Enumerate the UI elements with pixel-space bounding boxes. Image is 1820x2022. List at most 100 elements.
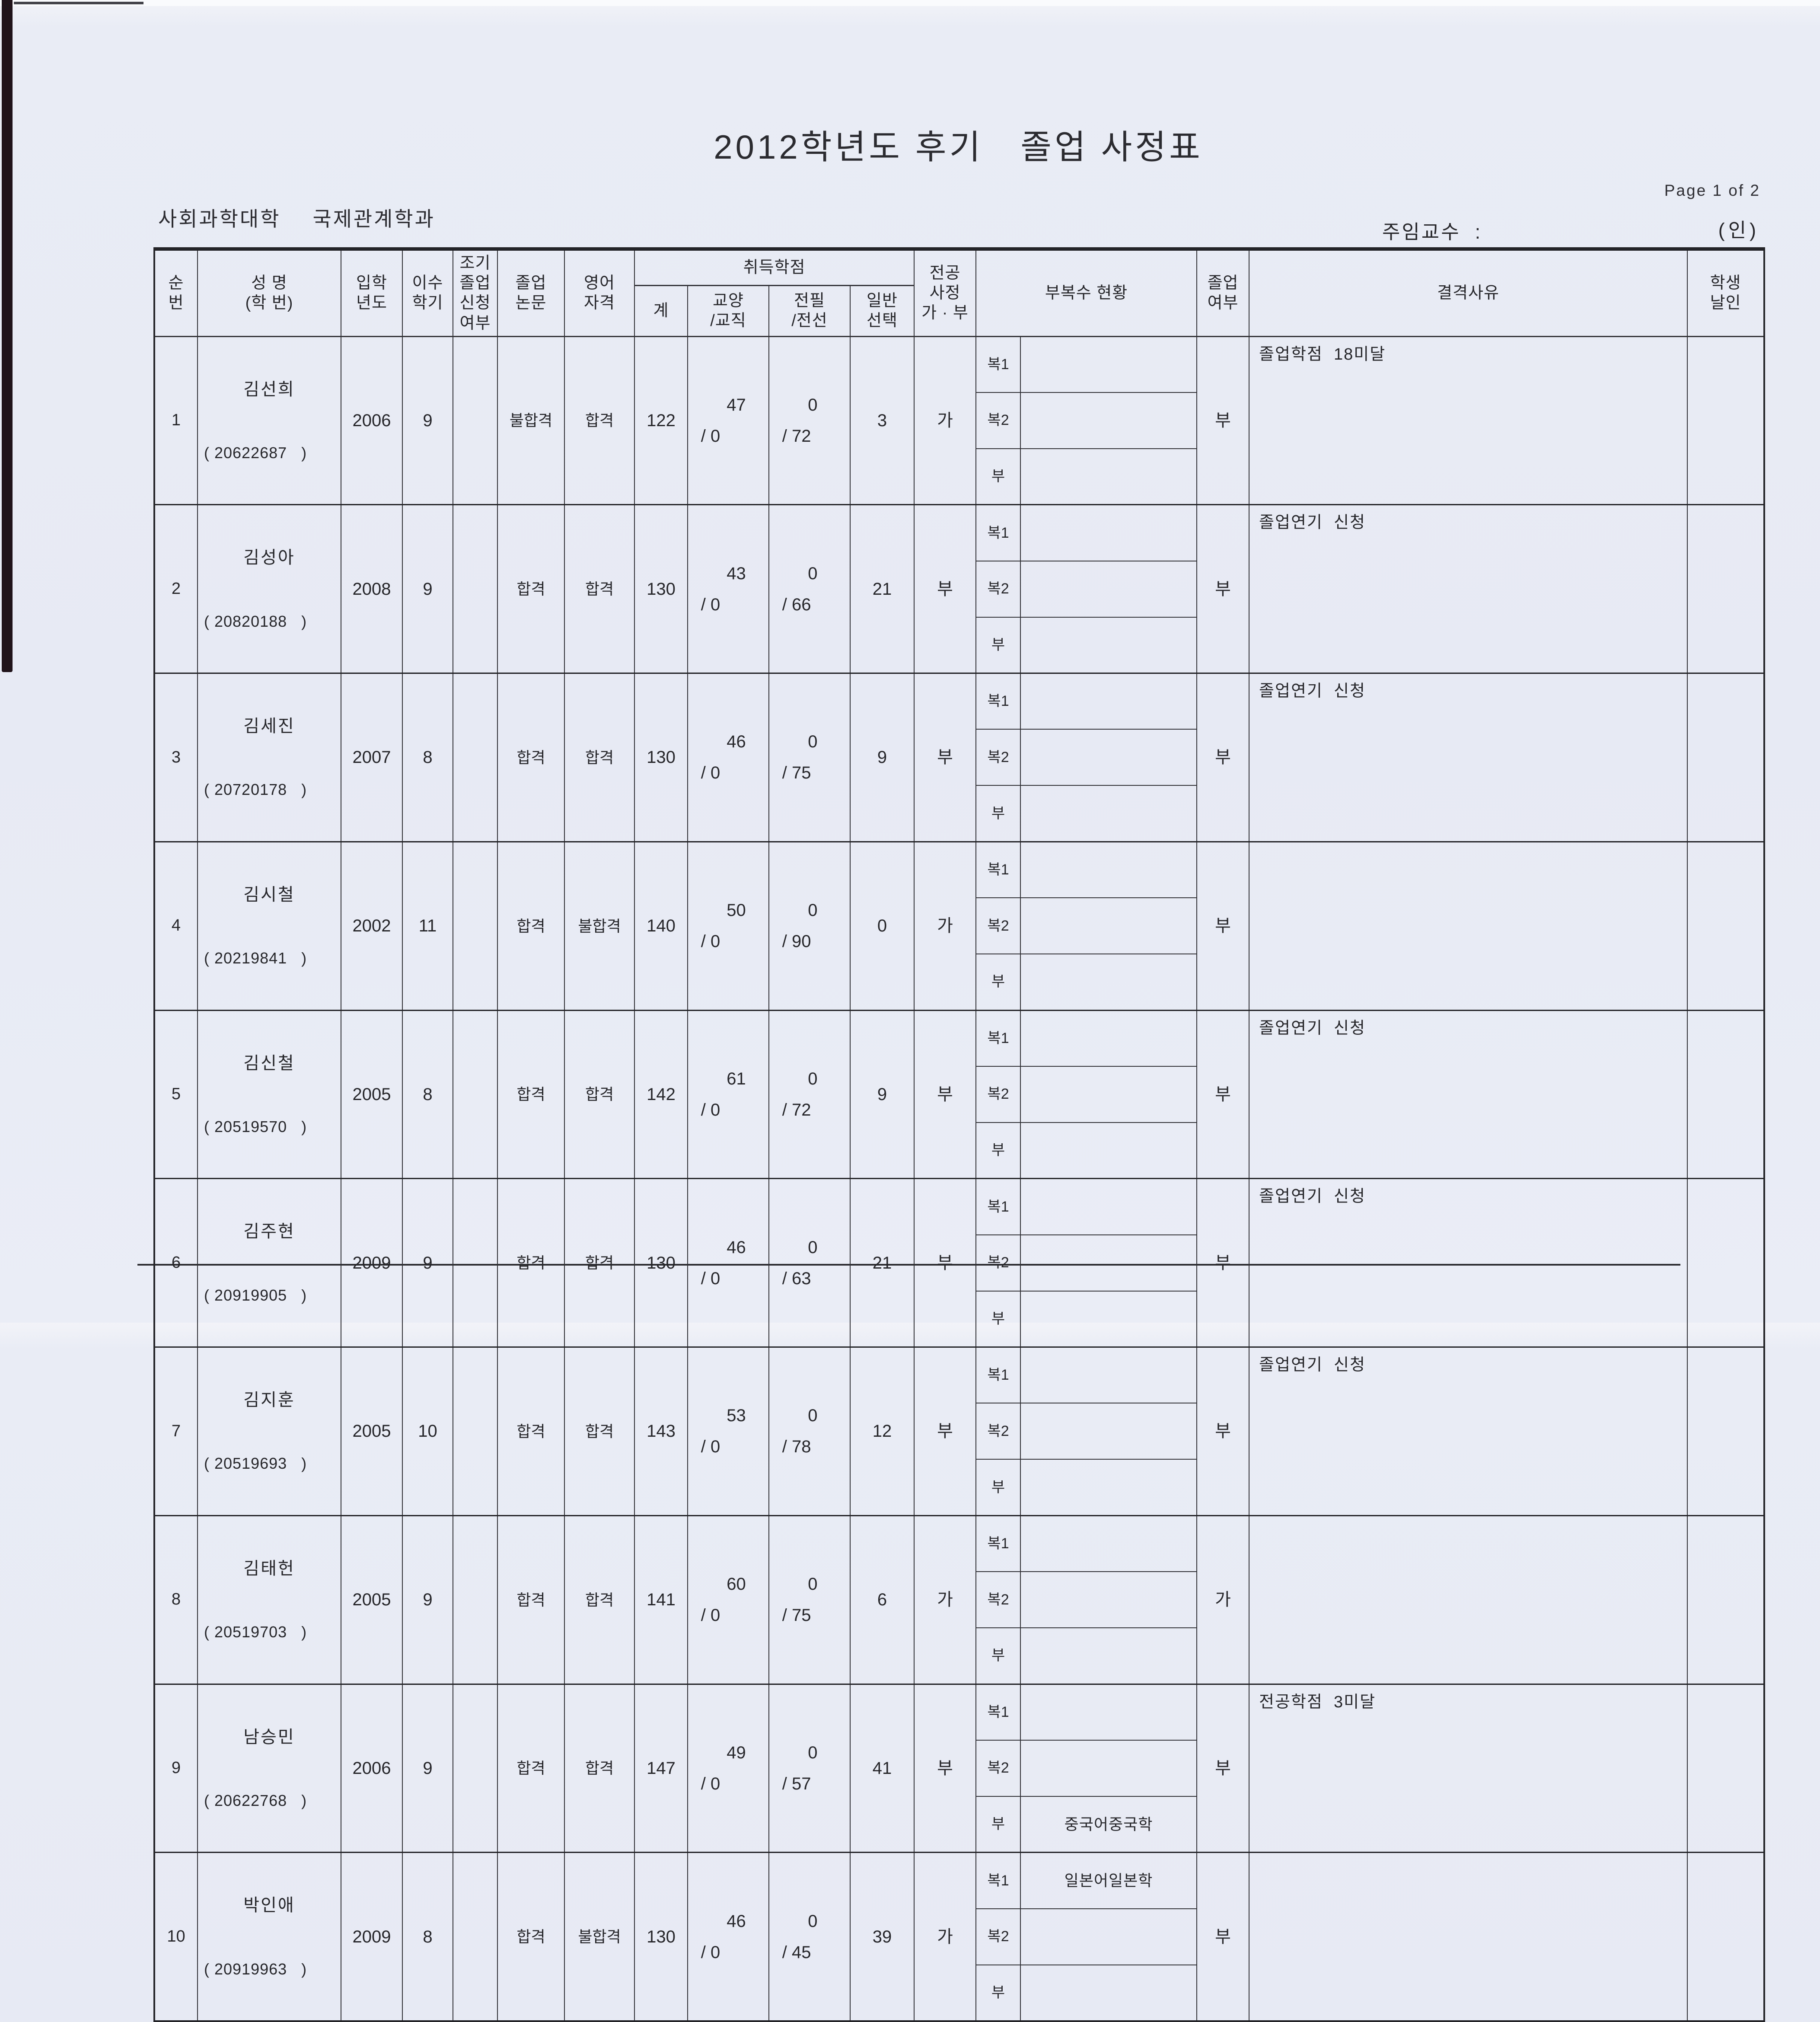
cell-minor-label-3: 부	[975, 1627, 1021, 1684]
header-credits-total: 계	[634, 285, 688, 337]
student-id: ( 20820188 )	[204, 612, 307, 630]
cell-graduation-status: 부	[1196, 841, 1250, 1011]
cell-credits-liberal: 53 / 0	[687, 1346, 769, 1516]
cell-english-result: 합격	[564, 335, 635, 505]
cell-minor-label-3: 부	[975, 1122, 1021, 1179]
table-header: 순 번 성 명 (학 번) 입학 년도 이수 학기 조기 졸업 신청 여부 졸업…	[154, 249, 1765, 337]
student-id: ( 20919905 )	[204, 1286, 307, 1304]
cell-minor-label-1: 복1	[975, 1346, 1021, 1404]
cell-student-name-id: 김시철 ( 20219841 )	[197, 841, 341, 1011]
cell-thesis-result: 합격	[497, 1515, 565, 1684]
cell-minor-value-3	[1020, 1964, 1198, 2022]
cell-english-result: 불합격	[564, 841, 635, 1011]
liberal-credits-bottom: / 0	[701, 1942, 720, 1962]
major-credits-top: 0	[808, 564, 818, 583]
cell-student-seal	[1687, 1515, 1765, 1684]
cell-thesis-result: 합격	[497, 1852, 565, 2022]
cell-admission-year: 2007	[341, 673, 403, 842]
cell-row-number: 6	[154, 1178, 198, 1348]
cell-student-seal	[1687, 1178, 1765, 1348]
cell-admission-year: 2005	[341, 1515, 403, 1684]
cell-credits-major: 0 / 45	[768, 1852, 851, 2022]
cell-major-assessment: 가	[914, 1852, 977, 2022]
cell-major-assessment: 부	[914, 1178, 977, 1348]
cell-minor-label-1: 복1	[975, 504, 1021, 561]
scan-top-line	[14, 2, 143, 4]
cell-minor-label-2: 복2	[975, 729, 1021, 786]
cell-minor-label-1: 복1	[975, 673, 1021, 730]
major-credits-top: 0	[808, 1575, 818, 1594]
cell-minor-value-2	[1020, 560, 1198, 618]
cell-row-number: 7	[154, 1346, 198, 1516]
cell-early-graduation	[453, 1515, 498, 1684]
student-name: 박인애	[243, 1896, 295, 1915]
cell-row-number: 5	[154, 1009, 198, 1179]
cell-completed-semesters: 9	[402, 1178, 453, 1348]
cell-admission-year: 2005	[341, 1009, 403, 1179]
cell-thesis-result: 합격	[497, 1178, 565, 1348]
cell-student-name-id: 김성아 ( 20820188 )	[197, 504, 341, 674]
cell-row-number: 3	[154, 673, 198, 842]
cell-early-graduation	[453, 673, 498, 842]
student-name: 김시철	[243, 885, 295, 904]
cell-graduation-status: 부	[1196, 673, 1250, 842]
student-id: ( 20519693 )	[204, 1454, 307, 1473]
cell-minor-label-3: 부	[975, 1796, 1021, 1853]
student-row: 1 김선희 ( 20622687 ) 2006 9 불합격 합격 122 47 …	[154, 335, 1765, 505]
header-student-seal: 학생 날인	[1687, 249, 1765, 337]
cell-credits-total: 142	[634, 1009, 688, 1179]
cell-minor-label-3: 부	[975, 616, 1021, 674]
major-credits-bottom: / 72	[782, 1100, 811, 1119]
cell-thesis-result: 합격	[497, 1009, 565, 1179]
major-credits-bottom: / 75	[782, 1606, 811, 1625]
cell-credits-major: 0 / 90	[768, 841, 851, 1011]
liberal-credits-bottom: / 0	[701, 1437, 720, 1457]
liberal-credits-bottom: / 0	[701, 595, 720, 614]
cell-row-number: 10	[154, 1852, 198, 2022]
scan-top-band	[0, 0, 1820, 6]
cell-credits-major: 0 / 78	[768, 1346, 851, 1516]
cell-minor-label-1: 복1	[975, 1852, 1021, 1909]
cell-minor-value-3	[1020, 785, 1198, 842]
cell-completed-semesters: 8	[402, 1852, 453, 2022]
cell-graduation-status: 부	[1196, 1852, 1250, 2022]
cell-major-assessment: 부	[914, 1009, 977, 1179]
cell-minor-value-1	[1020, 1515, 1198, 1572]
cell-minor-value-3	[1020, 1459, 1198, 1516]
cell-admission-year: 2006	[341, 335, 403, 505]
student-id: ( 20919963 )	[204, 1960, 307, 1978]
major-credits-bottom: / 66	[782, 595, 811, 614]
cell-credits-major: 0 / 63	[768, 1178, 851, 1348]
header-minor-double: 부복수 현황	[975, 249, 1198, 337]
header-early-graduation: 조기 졸업 신청 여부	[453, 249, 498, 337]
header-credits-general: 일반 선택	[849, 285, 915, 337]
cell-admission-year: 2009	[341, 1852, 403, 2022]
cell-major-assessment: 가	[914, 841, 977, 1011]
cell-disqualification-reason: 전공학점 3미달	[1249, 1683, 1688, 1853]
cell-credits-liberal: 46 / 0	[687, 1178, 769, 1348]
major-credits-bottom: / 72	[782, 426, 811, 446]
cell-disqualification-reason: 졸업연기 신청	[1249, 1346, 1688, 1516]
cell-admission-year: 2002	[341, 841, 403, 1011]
student-id: ( 20519703 )	[204, 1623, 307, 1641]
cell-graduation-status: 부	[1196, 1009, 1250, 1179]
cell-credits-general: 9	[849, 673, 915, 842]
cell-minor-value-1	[1020, 335, 1198, 393]
student-id: ( 20519570 )	[204, 1117, 307, 1135]
cell-minor-label-1: 복1	[975, 1009, 1021, 1067]
cell-completed-semesters: 10	[402, 1346, 453, 1516]
cell-student-seal	[1687, 1009, 1765, 1179]
cell-credits-major: 0 / 57	[768, 1683, 851, 1853]
cell-row-number: 2	[154, 504, 198, 674]
cell-english-result: 합격	[564, 1515, 635, 1684]
cell-credits-general: 6	[849, 1515, 915, 1684]
cell-student-name-id: 김신철 ( 20519570 )	[197, 1009, 341, 1179]
cell-credits-liberal: 43 / 0	[687, 504, 769, 674]
cell-minor-label-1: 복1	[975, 1178, 1021, 1235]
cell-credits-general: 41	[849, 1683, 915, 1853]
liberal-credits-bottom: / 0	[701, 1774, 720, 1793]
header-admission-year: 입학 년도	[341, 249, 403, 337]
liberal-credits-bottom: / 0	[701, 932, 720, 951]
cell-completed-semesters: 8	[402, 1009, 453, 1179]
cell-student-name-id: 김태헌 ( 20519703 )	[197, 1515, 341, 1684]
